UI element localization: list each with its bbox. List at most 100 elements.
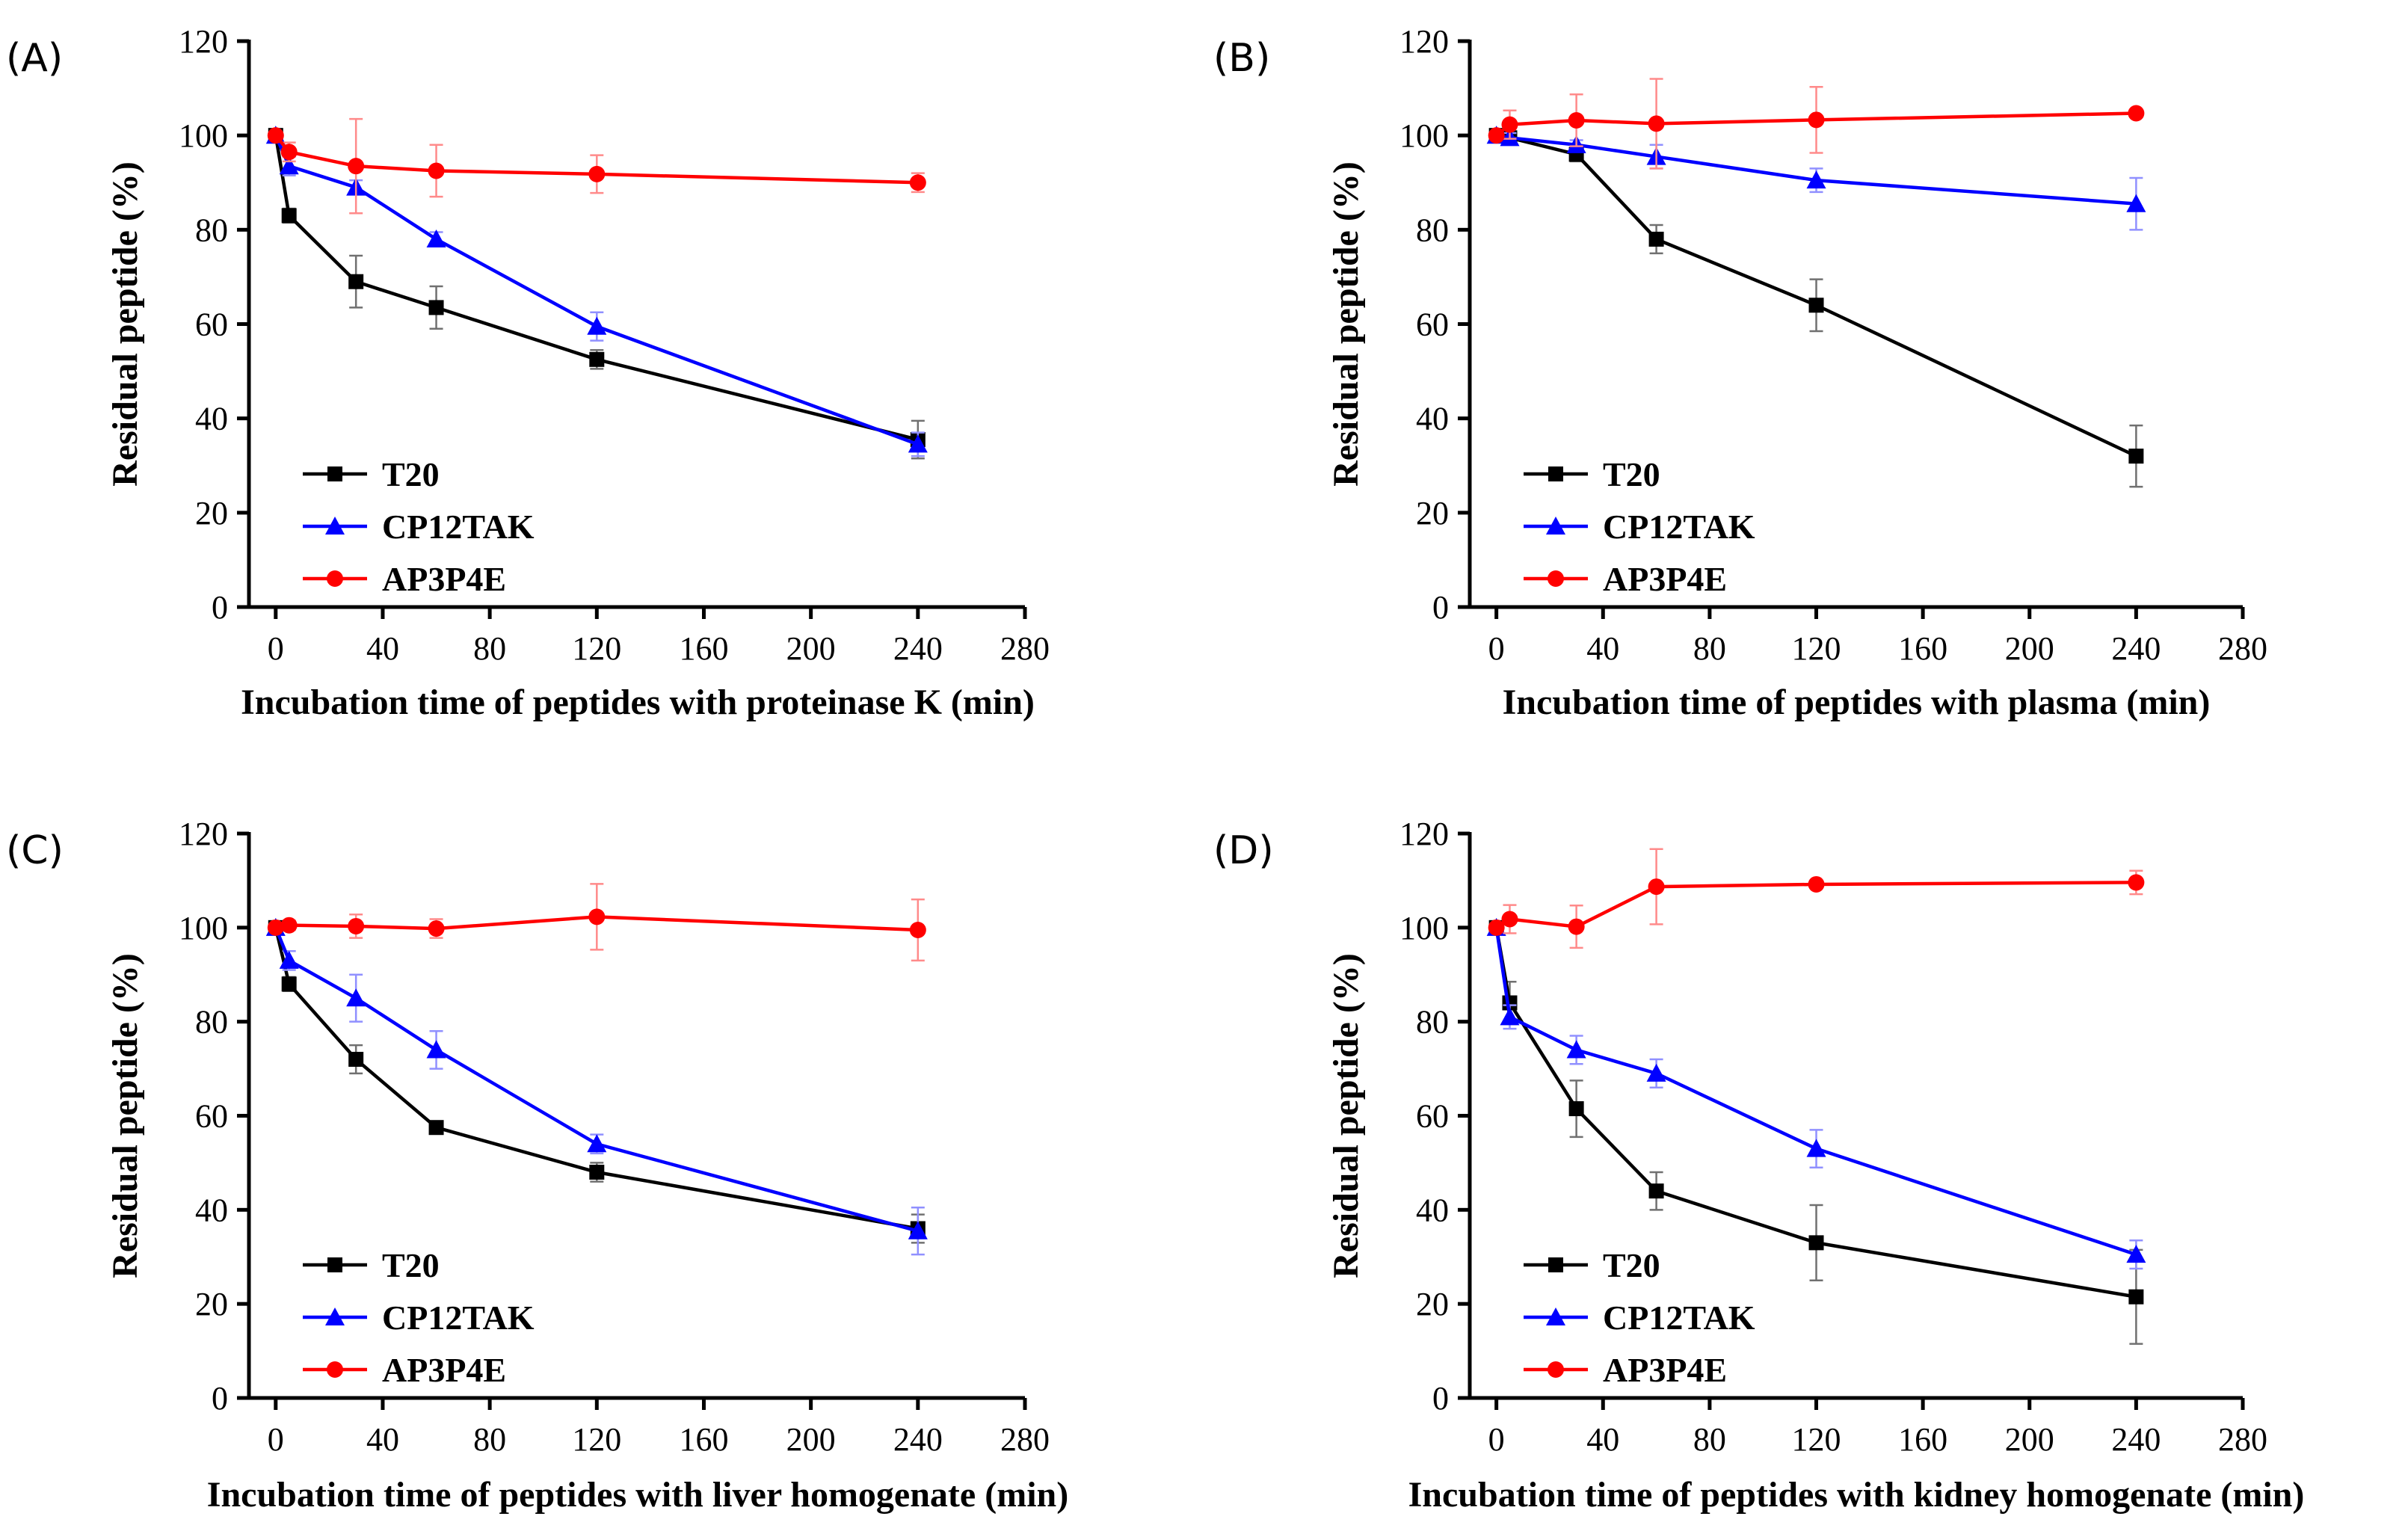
legend-item-t20: T20 xyxy=(1524,455,1660,493)
data-point xyxy=(1501,911,1518,928)
y-axis-title: Residual peptide (%) xyxy=(105,161,145,487)
x-tick-label: 40 xyxy=(366,1421,399,1458)
x-tick-label: 280 xyxy=(2218,1421,2267,1458)
y-axis-title: Residual peptide (%) xyxy=(1326,953,1366,1278)
x-axis-title: Incubation time of peptides with liver h… xyxy=(207,1475,1068,1515)
data-point xyxy=(426,229,446,247)
legend-label: T20 xyxy=(382,1246,440,1284)
data-point xyxy=(428,1120,444,1136)
y-tick-label: 20 xyxy=(1416,1286,1449,1322)
data-point xyxy=(1808,111,1825,129)
y-tick-label: 100 xyxy=(179,117,228,154)
x-tick-label: 40 xyxy=(366,630,399,667)
series-ap3p4e xyxy=(267,883,926,962)
legend-marker xyxy=(1546,1308,1565,1326)
x-tick-label: 0 xyxy=(1488,630,1505,667)
legend-label: CP12TAK xyxy=(382,1299,535,1337)
x-tick-label: 120 xyxy=(572,1421,621,1458)
data-point xyxy=(267,919,284,936)
y-tick-label: 20 xyxy=(195,495,228,532)
x-tick-label: 40 xyxy=(1586,1421,1619,1458)
legend-label: T20 xyxy=(1603,1246,1660,1284)
data-point xyxy=(1808,1235,1824,1251)
legend-label: AP3P4E xyxy=(1603,1351,1727,1389)
legend: T20 CP12TAK AP3P4E xyxy=(303,455,535,598)
series-ap3p4e xyxy=(267,117,926,215)
y-tick-label: 0 xyxy=(1432,589,1449,626)
x-tick-label: 240 xyxy=(2111,630,2161,667)
panel-letter: (D) xyxy=(1213,828,1274,873)
y-tick-label: 20 xyxy=(1416,495,1449,532)
data-point xyxy=(281,208,297,224)
data-point xyxy=(908,1221,928,1239)
data-point xyxy=(2126,194,2146,212)
legend-item-t20: T20 xyxy=(303,1246,440,1284)
y-tick-label: 20 xyxy=(195,1286,228,1322)
series-cp12tak xyxy=(265,917,928,1256)
series-ap3p4e xyxy=(1488,78,2145,170)
data-point xyxy=(267,127,284,144)
legend-marker xyxy=(1548,466,1563,481)
y-tick-label: 40 xyxy=(1416,401,1449,437)
series-t20 xyxy=(1488,920,2144,1345)
x-tick-label: 80 xyxy=(1693,630,1726,667)
x-tick-label: 280 xyxy=(2218,630,2267,667)
x-tick-label: 240 xyxy=(893,630,943,667)
y-axis-title: Residual peptide (%) xyxy=(1326,161,1366,487)
data-point xyxy=(2128,874,2145,891)
y-axis-title: Residual peptide (%) xyxy=(105,953,145,1278)
data-point xyxy=(589,351,605,367)
legend-label: AP3P4E xyxy=(1603,560,1727,598)
data-point xyxy=(1648,231,1664,247)
x-tick-label: 240 xyxy=(893,1421,943,1458)
data-point xyxy=(587,316,607,335)
data-point xyxy=(348,274,364,289)
y-tick-label: 100 xyxy=(179,910,228,946)
data-point xyxy=(908,434,928,453)
panel-b: (B) 0 20 40 60 80 100 120 0 40 80 120 160 200 240 280In… xyxy=(1213,23,2267,722)
legend-item-t20: T20 xyxy=(303,455,440,493)
series-line xyxy=(274,135,919,442)
series-line xyxy=(274,926,919,1233)
y-tick-label: 120 xyxy=(179,816,228,852)
data-point xyxy=(1501,116,1518,133)
y-tick-label: 0 xyxy=(212,1380,228,1417)
data-point xyxy=(587,1134,607,1153)
y-tick-label: 60 xyxy=(195,307,228,343)
x-tick-label: 120 xyxy=(1792,1421,1841,1458)
y-tick-label: 120 xyxy=(179,23,228,60)
data-point xyxy=(1648,878,1665,896)
legend-item-cp12tak: CP12TAK xyxy=(1524,1299,1755,1337)
data-point xyxy=(279,950,299,969)
legend-marker xyxy=(1548,1257,1563,1272)
x-tick-label: 80 xyxy=(473,630,506,667)
y-tick-label: 40 xyxy=(1416,1192,1449,1228)
data-point xyxy=(280,144,298,161)
legend-label: AP3P4E xyxy=(382,560,506,598)
data-point xyxy=(2128,1289,2144,1305)
legend: T20 CP12TAK AP3P4E xyxy=(1524,455,1755,598)
data-point xyxy=(279,156,299,175)
data-point xyxy=(1500,1007,1520,1026)
y-tick-label: 120 xyxy=(1399,816,1449,852)
legend-label: T20 xyxy=(1603,455,1660,493)
y-tick-label: 60 xyxy=(1416,1098,1449,1135)
legend-label: CP12TAK xyxy=(382,508,535,546)
legend-marker xyxy=(1548,570,1564,587)
panel-letter: (C) xyxy=(6,828,64,873)
x-tick-label: 160 xyxy=(679,630,728,667)
panel-letter: (A) xyxy=(6,36,63,81)
data-point xyxy=(1566,1040,1586,1059)
data-point xyxy=(1808,298,1824,313)
x-tick-label: 0 xyxy=(268,630,284,667)
data-point xyxy=(1568,111,1585,129)
x-tick-label: 120 xyxy=(1792,630,1841,667)
y-tick-label: 0 xyxy=(1432,1380,1449,1417)
x-tick-label: 40 xyxy=(1586,630,1619,667)
series-line xyxy=(1494,927,2137,1257)
data-point xyxy=(2128,449,2144,464)
data-point xyxy=(1646,1063,1666,1082)
series-line xyxy=(1494,927,2137,1299)
data-point xyxy=(428,162,445,179)
legend-item-cp12tak: CP12TAK xyxy=(303,1299,535,1337)
